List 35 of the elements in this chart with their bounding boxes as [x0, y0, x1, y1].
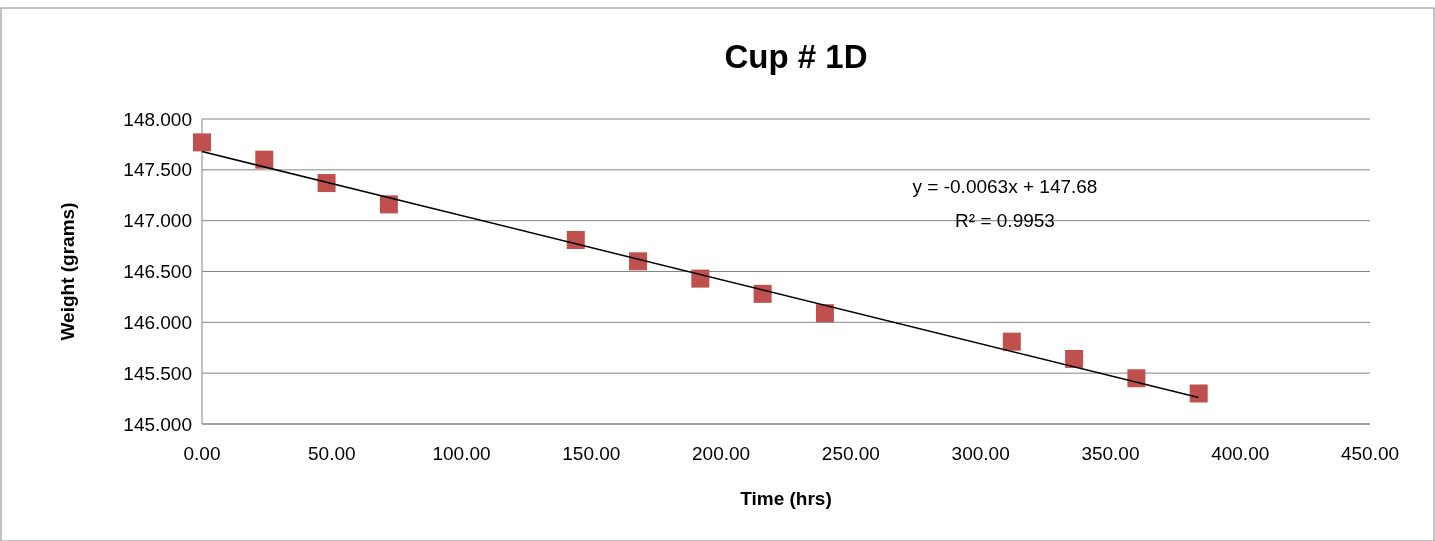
y-tick-label: 146.000	[123, 311, 192, 333]
point	[1002, 332, 1021, 351]
x-tick-label: 50.00	[308, 443, 356, 464]
x-tick-label: 450.00	[1340, 443, 1400, 464]
point	[1065, 349, 1084, 368]
x-tick-label: 200.00	[692, 443, 751, 464]
point	[1189, 384, 1208, 403]
point	[815, 304, 834, 323]
x-tick-label: 300.00	[951, 443, 1010, 464]
x-tick-label: 150.00	[562, 443, 621, 464]
y-tick-label: 145.000	[123, 413, 192, 435]
x-tick-label: 400.00	[1211, 443, 1270, 464]
x-tick-label: 100.00	[432, 443, 491, 464]
chart-title: Cup # 1D	[724, 38, 868, 75]
x-tick-label: 0.00	[183, 443, 221, 464]
point	[753, 284, 772, 303]
y-tick-label: 148.000	[123, 108, 192, 130]
y-axis-title: Weight (grams)	[57, 202, 78, 341]
y-tick-label: 145.500	[123, 362, 192, 384]
x-tick-label: 250.00	[821, 443, 880, 464]
point	[379, 195, 398, 214]
x-tick-label: 350.00	[1081, 443, 1140, 464]
point	[255, 150, 274, 169]
y-tick-label: 147.000	[123, 210, 192, 232]
point	[193, 133, 211, 152]
point	[566, 230, 585, 249]
point	[691, 269, 710, 288]
point	[317, 174, 336, 193]
annotation: y = -0.0063x + 147.68	[912, 176, 1098, 197]
point	[1127, 369, 1146, 388]
y-tick-label: 146.500	[123, 261, 192, 283]
x-axis-title: Time (hrs)	[740, 488, 832, 509]
point	[629, 252, 648, 271]
annotation: R² = 0.9953	[955, 210, 1055, 231]
y-tick-label: 147.500	[123, 159, 192, 181]
